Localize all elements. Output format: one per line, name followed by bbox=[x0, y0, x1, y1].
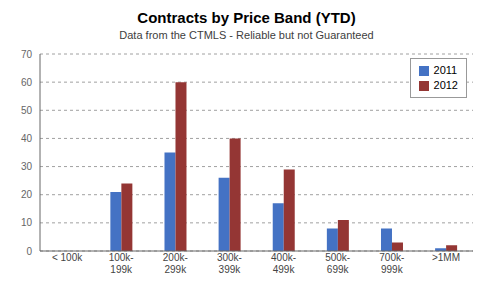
svg-text:20: 20 bbox=[21, 189, 33, 200]
svg-text:500k-699k: 500k-699k bbox=[325, 252, 350, 275]
html-text:Data from the CTMLS - Reliable: Data from the CTMLS - Reliable but not G… bbox=[119, 29, 374, 41]
html-text:Contracts by Price Band (YTD): Contracts by Price Band (YTD) bbox=[137, 9, 356, 26]
html-text:2012: 2012 bbox=[433, 79, 458, 91]
svg-text:200k-299k: 200k-299k bbox=[163, 252, 188, 275]
svg-text:0: 0 bbox=[26, 246, 32, 257]
svg-text:10: 10 bbox=[21, 217, 33, 228]
svg-text:100k-199k: 100k-199k bbox=[109, 252, 134, 275]
svg-text:70: 70 bbox=[21, 49, 33, 60]
svg-text:300k-399k: 300k-399k bbox=[217, 252, 242, 275]
svg-text:400k-499k: 400k-499k bbox=[271, 252, 296, 275]
svg-text:700k-999k: 700k-999k bbox=[379, 252, 404, 275]
svg-text:30: 30 bbox=[21, 161, 33, 172]
svg-text:50: 50 bbox=[21, 105, 33, 116]
svg-text:60: 60 bbox=[21, 77, 33, 88]
svg-text:40: 40 bbox=[21, 133, 33, 144]
html-text:2011: 2011 bbox=[433, 64, 458, 76]
svg-text:>1MM: >1MM bbox=[432, 252, 460, 263]
svg-text:< 100k: < 100k bbox=[52, 252, 83, 263]
